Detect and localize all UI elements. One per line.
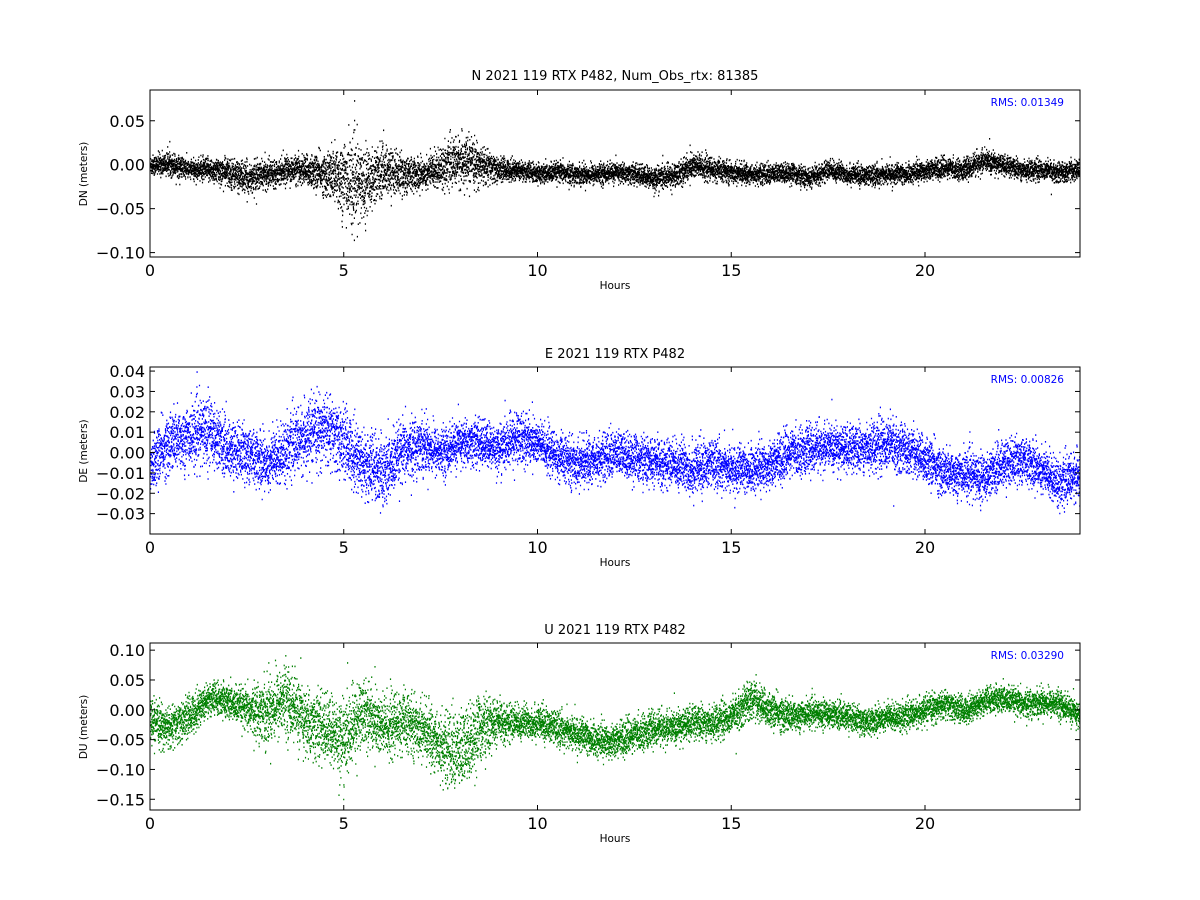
x-tick-label: 20: [915, 538, 935, 557]
panel-east-rms-label: RMS: 0.00826: [991, 374, 1065, 386]
x-tick-label: 5: [339, 538, 349, 557]
panel-east-xlabel: Hours: [600, 557, 631, 569]
panel-up-points: [150, 655, 1080, 801]
x-tick-label: 10: [527, 814, 547, 833]
panel-up-rms-label: RMS: 0.03290: [991, 650, 1064, 662]
y-tick-label: 0.03: [109, 382, 145, 401]
y-tick-label: 0.00: [109, 156, 145, 175]
y-tick-label: 0.05: [109, 671, 145, 690]
x-tick-label: 15: [721, 261, 741, 280]
x-tick-label: 20: [915, 814, 935, 833]
y-tick-label: 0.01: [109, 423, 145, 442]
y-tick-label: 0.02: [109, 403, 145, 422]
x-tick-label: 20: [915, 261, 935, 280]
y-tick-label: −0.03: [96, 505, 145, 524]
x-tick-label: 0: [145, 261, 155, 280]
y-tick-label: 0.05: [109, 112, 145, 131]
x-tick-label: 0: [145, 814, 155, 833]
panel-north-axes: 0 5 10 15 20 0.05 0.00 −0.05 −0.10: [96, 90, 1080, 280]
y-tick-label: −0.10: [96, 760, 145, 779]
panel-up-axes: 0 5 10 15 20 0.10 0.05 0.00 −0.05 −0.10 −0.15: [96, 641, 1080, 833]
y-tick-label: −0.05: [96, 200, 145, 219]
panel-east-ylabel: DE (meters): [78, 419, 90, 482]
y-tick-label: −0.01: [96, 464, 145, 483]
x-tick-label: 10: [527, 261, 547, 280]
x-tick-label: 15: [721, 814, 741, 833]
x-tick-label: 0: [145, 538, 155, 557]
x-tick-label: 5: [339, 261, 349, 280]
panel-east-frame: [149, 366, 1081, 535]
panel-north-title: N 2021 119 RTX P482, Num_Obs_rtx: 81385: [472, 69, 759, 84]
panel-north-frame: [149, 89, 1081, 258]
series-points-0: [150, 100, 1080, 242]
panel-east-axes: 0 5 10 15 20 0.040.03 0.020.01 0.00−0.01−0.02 −0…: [96, 362, 1080, 557]
series-points-0: [150, 655, 1080, 801]
y-tick-label: −0.05: [96, 731, 145, 750]
x-tick-label: 15: [721, 538, 741, 557]
panel-up-title: U 2021 119 RTX P482: [544, 623, 686, 638]
y-tick-label: 0.00: [109, 444, 145, 463]
panel-north-rms-label: RMS: 0.01349: [991, 97, 1064, 109]
panel-north-ylabel: DN (meters): [78, 142, 90, 207]
y-tick-label: −0.15: [96, 790, 145, 809]
panel-east-points: [150, 371, 1080, 515]
panel-up-xlabel: Hours: [600, 833, 631, 845]
panel-up: U 2021 119 RTX P482 0 5 10 15 20 0.10 0.05 0.00…: [78, 623, 1081, 845]
x-tick-label: 5: [339, 814, 349, 833]
panel-east: E 2021 119 RTX P482 0 5 10 15 20 0.040.03 0.02…: [78, 347, 1081, 569]
panel-north-points: [150, 100, 1080, 242]
panel-up-frame: [149, 642, 1081, 811]
y-tick-label: −0.02: [96, 484, 145, 503]
panel-east-title: E 2021 119 RTX P482: [545, 347, 685, 362]
y-tick-label: 0.00: [109, 701, 145, 720]
panel-up-ylabel: DU (meters): [78, 695, 90, 759]
panel-north: N 2021 119 RTX P482, Num_Obs_rtx: 81385 …: [78, 69, 1081, 292]
y-tick-label: 0.04: [109, 362, 145, 381]
panel-north-xlabel: Hours: [600, 280, 631, 292]
series-points-0: [150, 371, 1080, 515]
x-tick-label: 10: [527, 538, 547, 557]
y-tick-label: −0.10: [96, 244, 145, 263]
y-tick-label: 0.10: [109, 641, 145, 660]
